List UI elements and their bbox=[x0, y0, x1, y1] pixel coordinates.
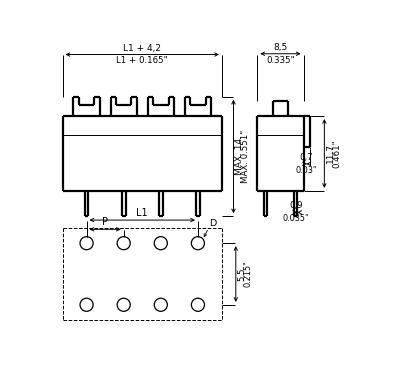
Text: 0.335": 0.335" bbox=[266, 56, 295, 65]
Text: P: P bbox=[102, 217, 108, 227]
Text: MAX. 14: MAX. 14 bbox=[235, 138, 244, 175]
Text: MAX. 0.551": MAX. 0.551" bbox=[241, 130, 250, 183]
Text: 5,5: 5,5 bbox=[237, 267, 246, 281]
Text: 0,9: 0,9 bbox=[289, 201, 303, 210]
Text: 0.03": 0.03" bbox=[296, 166, 317, 175]
Text: 0.215": 0.215" bbox=[244, 260, 252, 288]
Text: 11,7: 11,7 bbox=[326, 144, 335, 164]
Text: L1 + 0.165": L1 + 0.165" bbox=[116, 56, 168, 65]
Text: 8,5: 8,5 bbox=[273, 43, 288, 52]
Text: D: D bbox=[209, 219, 216, 228]
Text: 0.035": 0.035" bbox=[282, 214, 309, 223]
Text: L1: L1 bbox=[136, 208, 148, 218]
Text: 0.461": 0.461" bbox=[332, 139, 341, 168]
Text: 0,7: 0,7 bbox=[300, 153, 314, 162]
Text: L1 + 4,2: L1 + 4,2 bbox=[123, 44, 161, 53]
